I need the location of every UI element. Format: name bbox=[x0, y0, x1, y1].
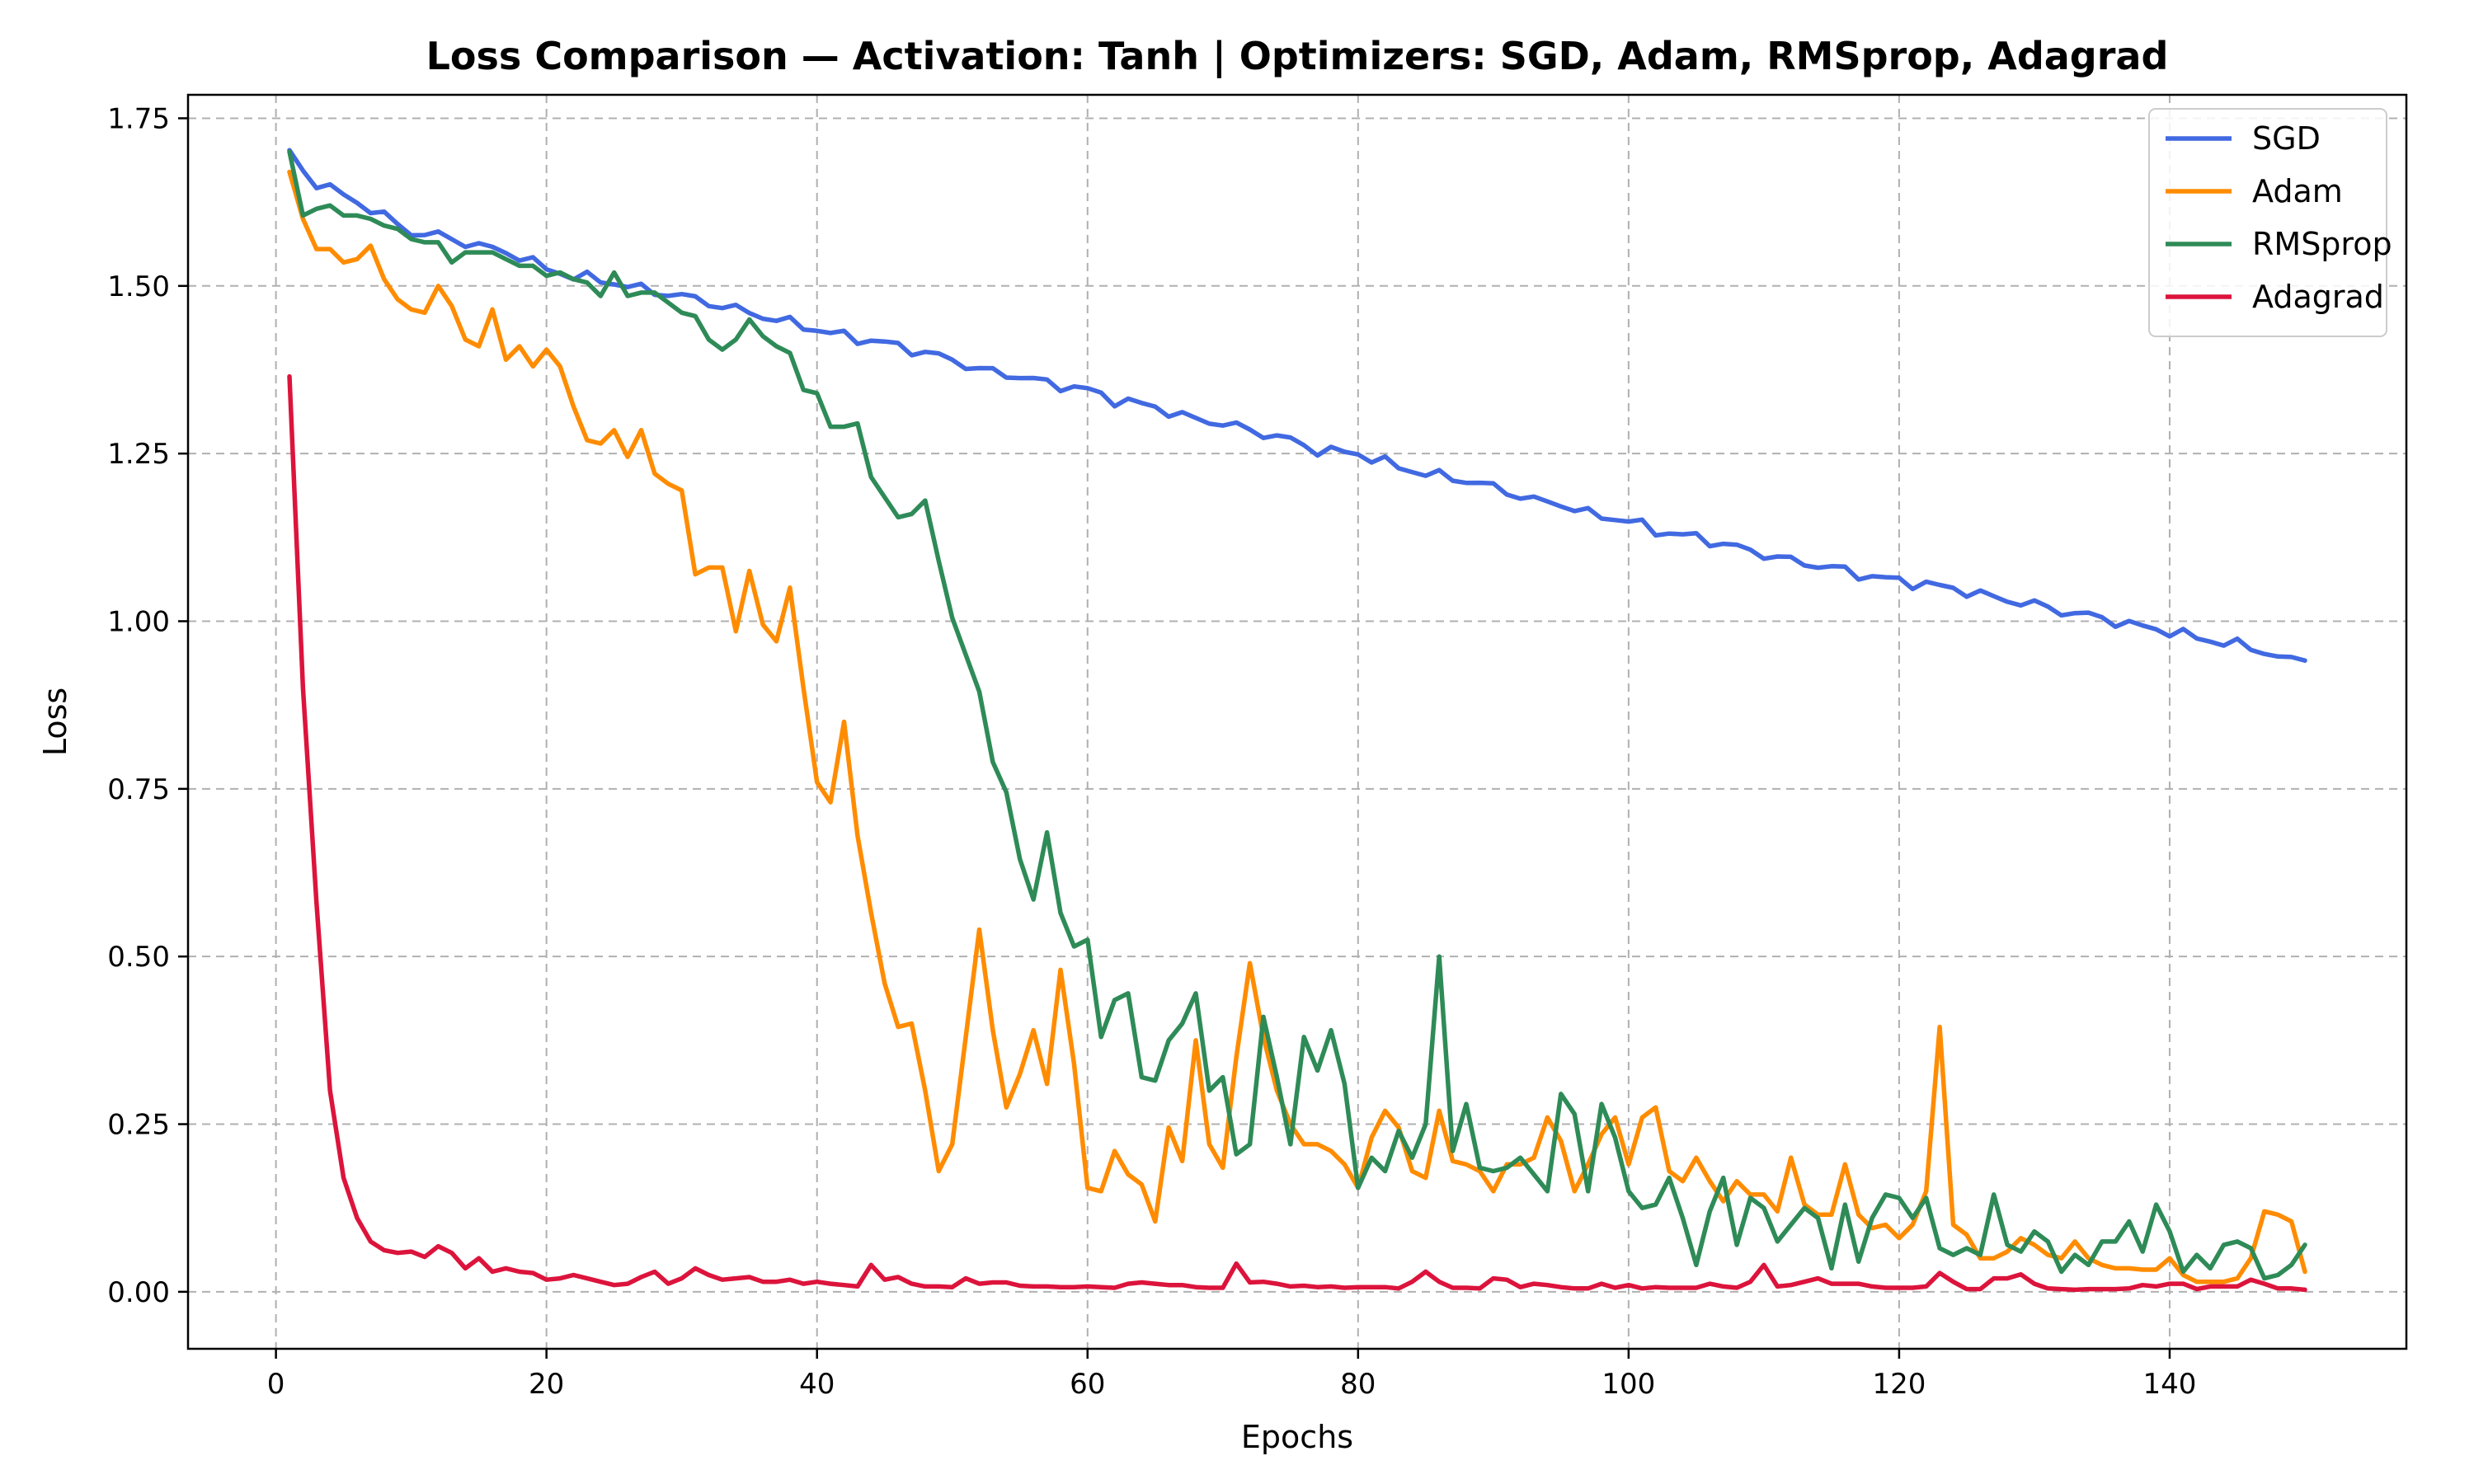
series-line-rmsprop bbox=[287, 149, 2307, 1281]
x-tick-label: 100 bbox=[1602, 1368, 1655, 1401]
y-axis-label: Loss bbox=[37, 688, 73, 756]
x-tick-label: 40 bbox=[799, 1368, 835, 1401]
series-line-sgd bbox=[287, 148, 2307, 663]
y-tick-label: 0.75 bbox=[107, 773, 170, 806]
y-tick-label: 0.50 bbox=[107, 941, 170, 974]
legend-label-rmsprop: RMSprop bbox=[2252, 226, 2392, 262]
plot-frame bbox=[186, 93, 2408, 1350]
x-tick-label: 80 bbox=[1340, 1368, 1376, 1401]
legend: SGD Adam RMSprop Adagrad bbox=[2148, 108, 2392, 337]
series-line-adam bbox=[287, 169, 2307, 1284]
legend-box bbox=[2148, 108, 2387, 337]
series-lines bbox=[287, 148, 2307, 1293]
legend-label-adam: Adam bbox=[2252, 173, 2343, 209]
legend-label-sgd: SGD bbox=[2252, 120, 2321, 157]
y-tick-label: 1.00 bbox=[107, 605, 170, 638]
series-line-adagrad bbox=[287, 373, 2307, 1293]
x-tick-label: 140 bbox=[2143, 1368, 2197, 1401]
chart-title: Loss Comparison — Activation: Tanh | Opt… bbox=[426, 34, 2169, 79]
legend-label-adagrad: Adagrad bbox=[2252, 279, 2384, 315]
x-tick-label: 60 bbox=[1070, 1368, 1105, 1401]
x-tick-label: 0 bbox=[267, 1368, 285, 1401]
grid-lines bbox=[188, 95, 2406, 1349]
x-tick-label: 120 bbox=[1872, 1368, 1926, 1401]
y-tick-label: 1.25 bbox=[107, 438, 170, 471]
y-tick-label: 0.00 bbox=[107, 1276, 170, 1309]
y-tick-label: 1.75 bbox=[107, 102, 170, 135]
y-tick-label: 1.50 bbox=[107, 270, 170, 303]
x-tick-label: 20 bbox=[529, 1368, 564, 1401]
x-axis-label: Epochs bbox=[1241, 1419, 1353, 1455]
axis-ticks: 0 20 40 60 80 100 120 140 0.00 0.25 0.50 0.75 1.00 1.… bbox=[107, 102, 2196, 1401]
y-tick-label: 0.25 bbox=[107, 1109, 170, 1142]
